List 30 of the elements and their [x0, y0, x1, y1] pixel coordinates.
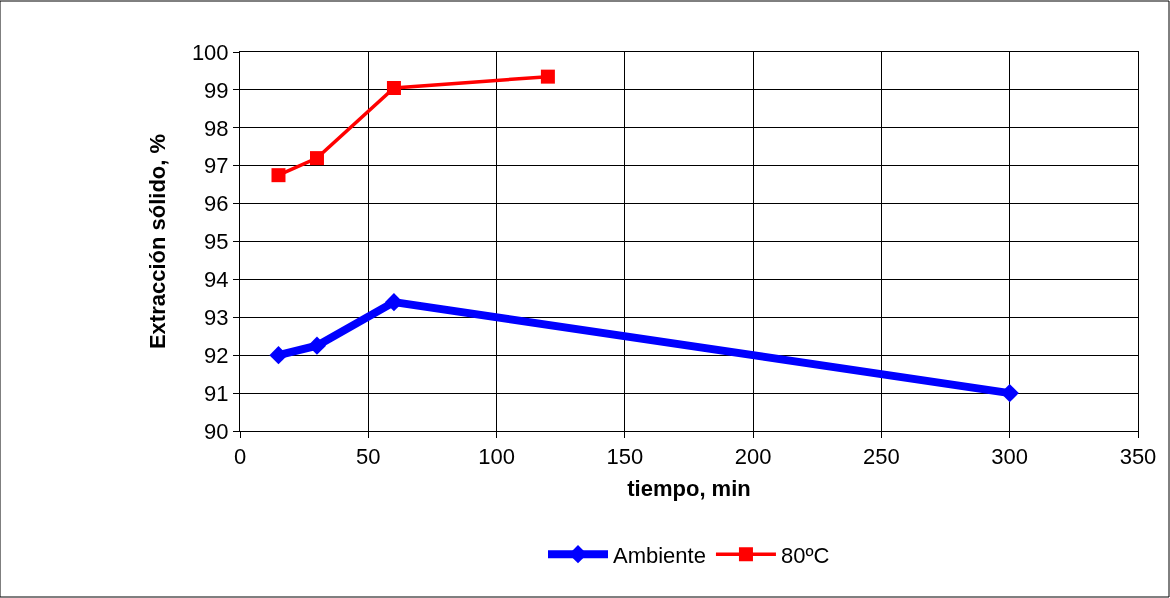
y-tick-label: 93 [204, 305, 229, 330]
y-tick-label: 100 [191, 39, 229, 65]
x-tick-label: 250 [863, 444, 900, 470]
y-tick-label: 98 [204, 115, 229, 141]
y-tick-label: 97 [204, 153, 229, 179]
point [540, 69, 555, 84]
x-tick-label: 300 [991, 444, 1029, 470]
y-tick-label: 96 [204, 191, 229, 217]
point [269, 346, 288, 365]
x-tick-label: 350 [1119, 444, 1157, 470]
x-axis-title: tiempo, min [627, 476, 751, 502]
x-tick-label: 200 [734, 444, 772, 470]
x-tick-label: 150 [606, 444, 644, 470]
x-tick-label: 0 [233, 444, 247, 470]
legend-label: 80ºC [780, 542, 830, 568]
point [384, 293, 404, 312]
x-tick-label: 50 [356, 444, 381, 470]
y-tick-label: 99 [204, 77, 229, 103]
y-tick-label: 94 [204, 267, 229, 293]
point [307, 336, 327, 355]
legend-label: Ambiente [613, 542, 706, 568]
y-tick-label: 95 [204, 229, 229, 255]
x-tick-label: 100 [478, 444, 515, 470]
y-tick-label: 90 [204, 418, 229, 444]
y-axis-title: Extracción sólido, % [144, 133, 170, 350]
point [386, 81, 401, 96]
point [309, 151, 324, 166]
y-tick-label: 92 [204, 342, 229, 368]
y-tick-label: 91 [204, 380, 229, 406]
point [271, 168, 286, 183]
